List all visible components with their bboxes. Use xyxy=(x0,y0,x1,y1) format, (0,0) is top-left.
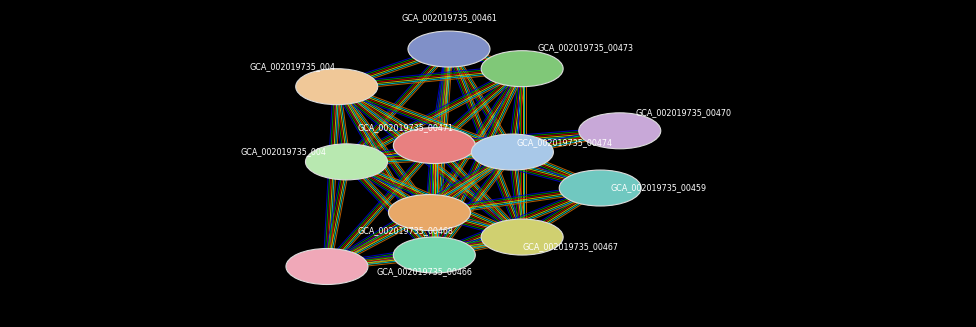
Text: GCA_002019735_00471: GCA_002019735_00471 xyxy=(357,123,453,132)
Ellipse shape xyxy=(471,134,553,170)
Ellipse shape xyxy=(481,51,563,87)
Text: GCA_002019735_00467: GCA_002019735_00467 xyxy=(523,242,619,251)
Text: GCA_002019735_00474: GCA_002019735_00474 xyxy=(516,138,612,147)
Text: GCA_002019735_00473: GCA_002019735_00473 xyxy=(538,43,633,52)
Text: GCA_002019735_004: GCA_002019735_004 xyxy=(240,147,326,157)
Text: GCA_002019735_00459: GCA_002019735_00459 xyxy=(611,183,707,193)
Text: GCA_002019735_00468: GCA_002019735_00468 xyxy=(357,226,453,235)
Ellipse shape xyxy=(305,144,387,180)
Ellipse shape xyxy=(296,69,378,105)
Text: GCA_002019735_00461: GCA_002019735_00461 xyxy=(401,13,497,23)
Ellipse shape xyxy=(393,237,475,273)
Ellipse shape xyxy=(393,128,475,164)
Ellipse shape xyxy=(481,219,563,255)
Ellipse shape xyxy=(559,170,641,206)
Text: GCA_002019735_00470: GCA_002019735_00470 xyxy=(635,108,731,117)
Ellipse shape xyxy=(286,249,368,284)
Ellipse shape xyxy=(579,113,661,149)
Ellipse shape xyxy=(388,195,470,231)
Ellipse shape xyxy=(408,31,490,67)
Text: GCA_002019735_004: GCA_002019735_004 xyxy=(250,62,336,72)
Text: GCA_002019735_00466: GCA_002019735_00466 xyxy=(377,267,472,277)
